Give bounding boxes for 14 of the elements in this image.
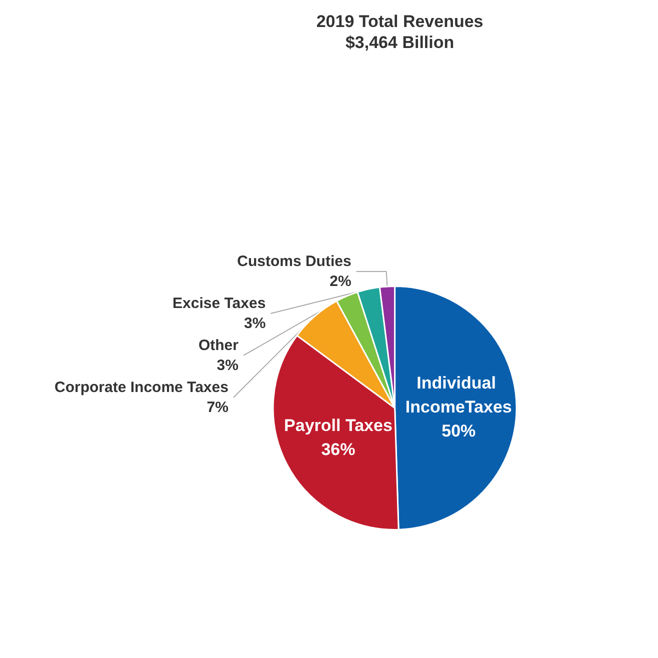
chart-subtitle: $3,464 Billion	[345, 33, 454, 52]
data-label: 2%	[330, 272, 352, 290]
data-label: 50%	[442, 421, 476, 440]
data-label: 3%	[244, 314, 266, 332]
chart-title: 2019 Total Revenues	[316, 12, 484, 31]
slice-label: Payroll Taxes	[284, 416, 392, 436]
slice-label: Individual IncomeTaxes	[405, 373, 512, 416]
data-label: 36%	[321, 440, 356, 460]
slice-label: Customs Duties	[237, 252, 352, 270]
data-label: 3%	[216, 356, 238, 374]
slice-label: Excise Taxes	[172, 294, 266, 312]
data-label: 7%	[206, 398, 228, 416]
slice-label: Corporate Income Taxes	[54, 378, 228, 396]
slice-label: Other	[198, 336, 239, 354]
